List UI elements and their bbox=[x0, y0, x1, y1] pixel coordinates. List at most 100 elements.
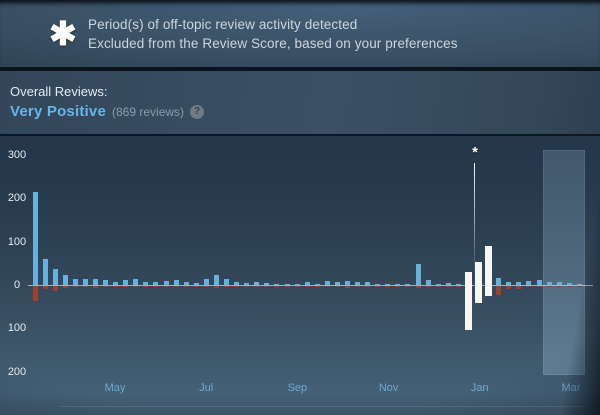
review-bar-negative[interactable] bbox=[455, 286, 461, 288]
review-bar-positive[interactable] bbox=[163, 280, 169, 285]
help-icon[interactable]: ? bbox=[190, 104, 205, 119]
review-bar-positive[interactable] bbox=[103, 279, 109, 285]
review-bar-positive[interactable] bbox=[516, 281, 522, 285]
review-bar-positive[interactable] bbox=[425, 279, 431, 285]
review-bar-positive[interactable] bbox=[224, 278, 230, 285]
review-bar-positive[interactable] bbox=[556, 282, 562, 285]
review-bar-positive[interactable] bbox=[334, 281, 340, 285]
review-bar-positive[interactable] bbox=[42, 259, 48, 285]
review-bar-negative[interactable] bbox=[193, 286, 199, 287]
review-bar-positive[interactable] bbox=[32, 191, 38, 285]
review-bar-positive[interactable] bbox=[82, 279, 88, 285]
review-bar-negative[interactable] bbox=[213, 286, 219, 288]
review-bar-positive[interactable] bbox=[576, 283, 582, 285]
review-bar-offtopic[interactable] bbox=[464, 272, 472, 331]
review-bar-negative[interactable] bbox=[576, 286, 582, 287]
review-bar-positive[interactable] bbox=[143, 282, 149, 285]
review-bar-negative[interactable] bbox=[425, 286, 431, 287]
review-bar-positive[interactable] bbox=[62, 275, 68, 285]
review-bar-positive[interactable] bbox=[274, 284, 280, 285]
review-bar-negative[interactable] bbox=[82, 286, 88, 287]
review-bar-positive[interactable] bbox=[536, 279, 542, 285]
recent-reviews-window[interactable] bbox=[543, 150, 585, 375]
review-bar-negative[interactable] bbox=[445, 286, 451, 287]
review-bar-negative[interactable] bbox=[153, 286, 159, 287]
review-bar-positive[interactable] bbox=[455, 284, 461, 285]
review-bar-positive[interactable] bbox=[496, 278, 502, 285]
review-bar-positive[interactable] bbox=[546, 281, 552, 285]
review-bar-positive[interactable] bbox=[324, 281, 330, 285]
review-bar-positive[interactable] bbox=[566, 283, 572, 285]
review-bar-positive[interactable] bbox=[92, 278, 98, 285]
review-bar-positive[interactable] bbox=[254, 281, 260, 285]
review-bar-positive[interactable] bbox=[506, 281, 512, 285]
review-bar-negative[interactable] bbox=[496, 286, 502, 295]
review-bar-negative[interactable] bbox=[254, 286, 260, 287]
review-bar-negative[interactable] bbox=[415, 286, 421, 289]
review-bar-positive[interactable] bbox=[284, 284, 290, 285]
review-bar-negative[interactable] bbox=[506, 286, 512, 290]
review-bar-negative[interactable] bbox=[304, 286, 310, 287]
review-bar-positive[interactable] bbox=[375, 283, 381, 285]
review-bar-negative[interactable] bbox=[103, 286, 109, 288]
review-bar-offtopic[interactable] bbox=[485, 246, 493, 296]
review-bar-positive[interactable] bbox=[133, 279, 139, 285]
review-bar-negative[interactable] bbox=[516, 286, 522, 289]
review-bar-negative[interactable] bbox=[143, 286, 149, 287]
review-bar-positive[interactable] bbox=[123, 279, 129, 285]
review-bar-positive[interactable] bbox=[234, 281, 240, 285]
review-bar-negative[interactable] bbox=[203, 286, 209, 288]
review-bar-negative[interactable] bbox=[62, 286, 68, 289]
review-bar-negative[interactable] bbox=[92, 286, 98, 288]
review-bar-negative[interactable] bbox=[133, 286, 139, 288]
review-bar-negative[interactable] bbox=[183, 286, 189, 287]
review-bar-negative[interactable] bbox=[163, 286, 169, 287]
review-bar-negative[interactable] bbox=[72, 286, 78, 288]
review-bar-positive[interactable] bbox=[314, 283, 320, 285]
review-bar-positive[interactable] bbox=[415, 264, 421, 285]
review-bar-negative[interactable] bbox=[344, 286, 350, 288]
review-bar-negative[interactable] bbox=[294, 286, 300, 288]
review-bar-negative[interactable] bbox=[244, 286, 250, 287]
review-bar-positive[interactable] bbox=[435, 283, 441, 285]
review-bar-positive[interactable] bbox=[344, 281, 350, 285]
review-bar-negative[interactable] bbox=[324, 286, 330, 288]
review-bar-positive[interactable] bbox=[526, 280, 532, 285]
review-bar-negative[interactable] bbox=[113, 286, 119, 287]
review-bar-negative[interactable] bbox=[566, 286, 572, 287]
review-bar-positive[interactable] bbox=[395, 284, 401, 285]
review-bar-positive[interactable] bbox=[113, 281, 119, 285]
review-bar-positive[interactable] bbox=[203, 279, 209, 285]
review-bar-positive[interactable] bbox=[52, 268, 58, 285]
review-bar-negative[interactable] bbox=[536, 286, 542, 288]
review-bar-positive[interactable] bbox=[153, 281, 159, 285]
review-bar-negative[interactable] bbox=[42, 286, 48, 290]
review-bar-negative[interactable] bbox=[546, 286, 552, 288]
review-bar-negative[interactable] bbox=[52, 286, 58, 292]
review-bar-negative[interactable] bbox=[224, 286, 230, 288]
review-bar-positive[interactable] bbox=[385, 284, 391, 285]
review-bar-negative[interactable] bbox=[173, 286, 179, 288]
review-bar-negative[interactable] bbox=[355, 286, 361, 288]
review-bar-positive[interactable] bbox=[264, 282, 270, 285]
review-bar-negative[interactable] bbox=[274, 286, 280, 288]
review-bar-negative[interactable] bbox=[526, 286, 532, 287]
review-bar-positive[interactable] bbox=[183, 281, 189, 285]
review-bar-offtopic[interactable] bbox=[475, 262, 483, 304]
review-bar-negative[interactable] bbox=[234, 286, 240, 287]
review-bar-positive[interactable] bbox=[173, 280, 179, 285]
review-bar-positive[interactable] bbox=[355, 281, 361, 285]
review-bar-positive[interactable] bbox=[72, 278, 78, 285]
offtopic-asterisk-marker[interactable]: * bbox=[472, 144, 478, 161]
review-bar-positive[interactable] bbox=[304, 281, 310, 285]
review-bar-positive[interactable] bbox=[213, 275, 219, 285]
review-bar-positive[interactable] bbox=[445, 282, 451, 285]
review-bar-negative[interactable] bbox=[395, 286, 401, 287]
review-bar-positive[interactable] bbox=[244, 282, 250, 285]
review-bar-negative[interactable] bbox=[556, 286, 562, 288]
review-bar-negative[interactable] bbox=[32, 286, 38, 302]
review-bar-negative[interactable] bbox=[123, 286, 129, 287]
review-bar-positive[interactable] bbox=[405, 284, 411, 285]
review-bar-negative[interactable] bbox=[264, 286, 270, 288]
review-bar-positive[interactable] bbox=[294, 284, 300, 285]
